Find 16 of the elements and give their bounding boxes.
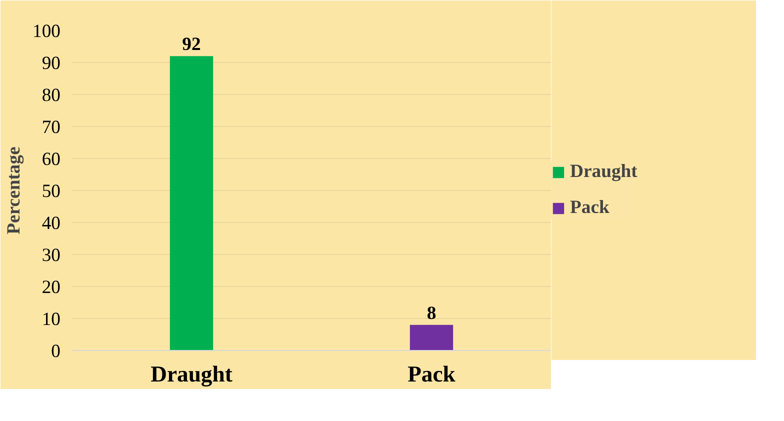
y-tick-label: 90 <box>42 53 60 74</box>
legend-label: Pack <box>570 197 610 219</box>
data-label: 92 <box>182 34 201 56</box>
y-tick-label: 0 <box>51 341 60 362</box>
y-tick-label: 60 <box>42 149 60 170</box>
y-tick-label: 70 <box>42 117 60 138</box>
legend-label: Draught <box>570 161 638 183</box>
y-tick-label: 20 <box>42 277 60 298</box>
y-tick-label: 80 <box>42 85 60 106</box>
y-tick-label: 10 <box>42 309 60 330</box>
data-label: 8 <box>426 302 436 324</box>
y-tick-label: 50 <box>42 181 60 202</box>
y-tick-label: 30 <box>42 245 60 266</box>
y-tick-label: 40 <box>42 213 60 234</box>
y-axis-title: Percentage <box>4 146 25 234</box>
y-tick-label: 100 <box>32 21 60 42</box>
